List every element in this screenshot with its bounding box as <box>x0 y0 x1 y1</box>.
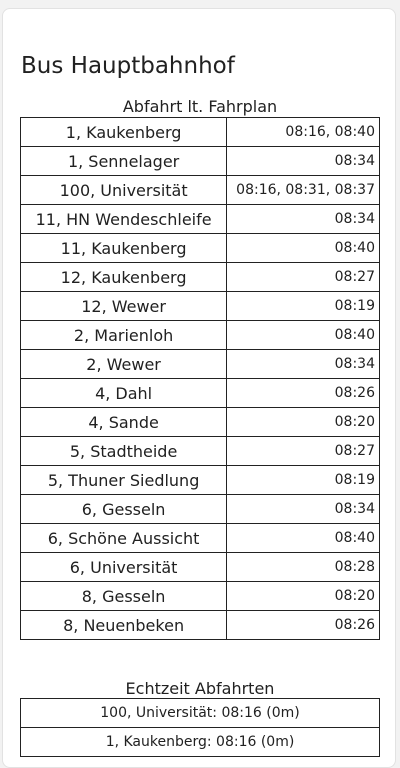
line-destination: 5, Thuner Siedlung <box>19 465 228 495</box>
departure-times: 08:28 <box>226 552 380 582</box>
table-row: 5, Stadtheide 08:27 <box>19 436 380 466</box>
line-destination: 1, Sennelager <box>19 146 228 176</box>
realtime-table: 100, Universität: 08:16 (0m) 1, Kaukenber… <box>20 698 380 757</box>
departure-times: 08:26 <box>226 378 380 408</box>
table-row: 1, Sennelager 08:34 <box>19 146 380 176</box>
line-destination: 4, Dahl <box>19 378 228 408</box>
table-row: 12, Wewer 08:19 <box>19 291 380 321</box>
line-destination: 12, Kaukenberg <box>19 262 228 292</box>
table-row: 100, Universität 08:16, 08:31, 08:37 <box>19 175 380 205</box>
table-row: 6, Gesseln 08:34 <box>19 494 380 524</box>
line-destination: 2, Marienloh <box>19 320 228 350</box>
table-row: 12, Kaukenberg 08:27 <box>19 262 380 292</box>
line-destination: 1, Kaukenberg <box>19 117 228 147</box>
line-destination: 4, Sande <box>19 407 228 437</box>
table-row: 5, Thuner Siedlung 08:19 <box>19 465 380 495</box>
line-destination: 2, Wewer <box>19 349 228 379</box>
departure-times: 08:34 <box>226 204 380 234</box>
table-row: 100, Universität: 08:16 (0m) <box>20 698 380 728</box>
departure-times: 08:16, 08:40 <box>226 117 380 147</box>
departure-times: 08:20 <box>226 407 380 437</box>
realtime-departure: 1, Kaukenberg: 08:16 (0m) <box>20 727 380 757</box>
departure-times: 08:19 <box>226 465 380 495</box>
departure-times: 08:40 <box>226 233 380 263</box>
departure-times: 08:27 <box>226 436 380 466</box>
line-destination: 5, Stadtheide <box>19 436 228 466</box>
departure-times: 08:34 <box>226 349 380 379</box>
table-row: 8, Neuenbeken 08:26 <box>19 610 380 640</box>
departure-times: 08:34 <box>226 146 380 176</box>
schedule-table: 1, Kaukenberg 08:16, 08:40 1, Sennelager 08… <box>19 117 380 640</box>
realtime-caption: Echtzeit Abfahrten <box>125 679 275 698</box>
departure-times: 08:20 <box>226 581 380 611</box>
departure-times: 08:19 <box>226 291 380 321</box>
departures-card: Bus Hauptbahnhof Abfahrt lt. Fahrplan 1,… <box>2 8 396 768</box>
table-row: 11, Kaukenberg 08:40 <box>19 233 380 263</box>
line-destination: 11, HN Wendeschleife <box>19 204 228 234</box>
line-destination: 100, Universität <box>19 175 228 205</box>
table-row: 6, Universität 08:28 <box>19 552 380 582</box>
line-destination: 6, Gesseln <box>19 494 228 524</box>
table-row: 1, Kaukenberg: 08:16 (0m) <box>20 727 380 757</box>
departure-times: 08:34 <box>226 494 380 524</box>
schedule-caption: Abfahrt lt. Fahrplan <box>122 97 278 116</box>
table-row: 1, Kaukenberg 08:16, 08:40 <box>19 117 380 147</box>
departure-times: 08:27 <box>226 262 380 292</box>
page-title: Bus Hauptbahnhof <box>21 53 235 79</box>
departure-times: 08:26 <box>226 610 380 640</box>
table-row: 2, Marienloh 08:40 <box>19 320 380 350</box>
departure-times: 08:40 <box>226 523 380 553</box>
departure-times: 08:16, 08:31, 08:37 <box>226 175 380 205</box>
departure-times: 08:40 <box>226 320 380 350</box>
line-destination: 8, Gesseln <box>19 581 228 611</box>
table-row: 4, Dahl 08:26 <box>19 378 380 408</box>
line-destination: 8, Neuenbeken <box>19 610 228 640</box>
table-row: 8, Gesseln 08:20 <box>19 581 380 611</box>
table-row: 11, HN Wendeschleife 08:34 <box>19 204 380 234</box>
realtime-departure: 100, Universität: 08:16 (0m) <box>20 698 380 728</box>
table-row: 4, Sande 08:20 <box>19 407 380 437</box>
line-destination: 12, Wewer <box>19 291 228 321</box>
table-row: 2, Wewer 08:34 <box>19 349 380 379</box>
line-destination: 6, Universität <box>19 552 228 582</box>
line-destination: 11, Kaukenberg <box>19 233 228 263</box>
table-row: 6, Schöne Aussicht 08:40 <box>19 523 380 553</box>
line-destination: 6, Schöne Aussicht <box>19 523 228 553</box>
